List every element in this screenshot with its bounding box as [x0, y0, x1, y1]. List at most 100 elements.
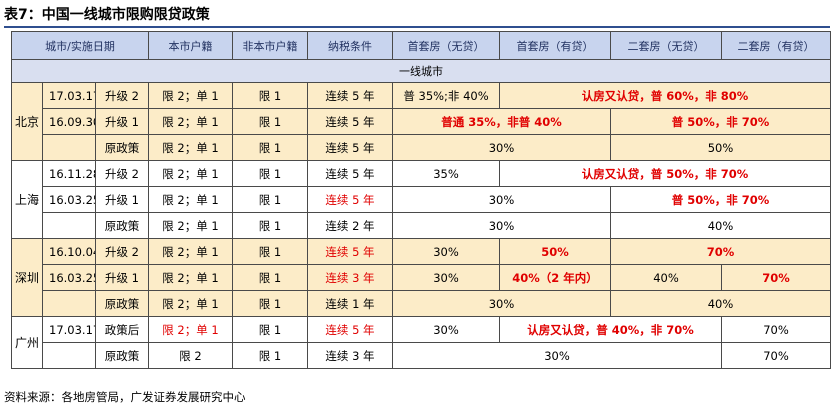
row-level: 升级 2: [95, 160, 149, 187]
row-nonlocal: 限 1: [232, 342, 308, 369]
row-first-noloan: 35%: [392, 160, 500, 187]
row-local: 限 2；单 1: [148, 160, 233, 187]
row-date: 16.09.30: [42, 108, 96, 135]
row-local: 限 2: [148, 342, 233, 369]
row-first: 30%: [392, 134, 611, 161]
city-shenzhen: 深圳: [11, 238, 43, 317]
row-nonlocal: 限 1: [232, 82, 308, 109]
row-date: 16.03.25: [42, 186, 96, 213]
row-nonlocal: 限 1: [232, 264, 308, 291]
row-local: 限 2；单 1: [148, 316, 233, 343]
row-local: 限 2；单 1: [148, 290, 233, 317]
row-tax: 连续 5 年: [307, 82, 393, 109]
row-level: 原政策: [95, 342, 149, 369]
table-row: 16.03.25 升级 1 限 2；单 1 限 1 连续 3 年 30% 40%…: [12, 264, 831, 291]
row-date: [42, 134, 96, 161]
row-rest: 认房又认贷，普 60%，非 80%: [499, 82, 831, 109]
table-row: 上海 16.11.28 升级 2 限 2；单 1 限 1 连续 5 年 35% …: [11, 160, 831, 239]
table-row: 原政策 限 2；单 1 限 1 连续 1 年 30% 40%: [12, 290, 831, 317]
section-row: 一线城市: [11, 59, 831, 83]
row-nonlocal: 限 1: [232, 238, 308, 265]
row-level: 升级 2: [95, 82, 149, 109]
row-date: [42, 212, 96, 239]
row-first-loan: 40%（2 年内）: [499, 264, 611, 291]
row-level: 升级 1: [95, 108, 149, 135]
row-tax: 连续 2 年: [307, 212, 393, 239]
row-local: 限 2；单 1: [148, 82, 233, 109]
table-row: 广州 17.03.17 政策后 限 2；单 1 限 1 连续 5 年 30% 认…: [11, 316, 831, 369]
row-tax: 连续 5 年: [307, 316, 393, 343]
row-nonlocal: 限 1: [232, 212, 308, 239]
row-tax: 连续 5 年: [307, 108, 393, 135]
row-level: 原政策: [95, 290, 149, 317]
table-row: 原政策 限 2；单 1 限 1 连续 2 年 30% 40%: [12, 212, 831, 239]
row-rest: 认房又认贷，普 50%，非 70%: [499, 160, 831, 187]
table-row: 深圳 16.10.04 升级 2 限 2；单 1 限 1 连续 5 年 30% …: [11, 238, 831, 317]
row-date: [42, 290, 96, 317]
title-divider: [4, 26, 830, 28]
row-local: 限 2；单 1: [148, 212, 233, 239]
table-row: 16.03.25 升级 1 限 2；单 1 限 1 连续 5 年 30% 普 5…: [12, 186, 831, 213]
row-first-noloan: 30%: [392, 316, 500, 343]
row-first: 普通 35%，非普 40%: [392, 108, 611, 135]
row-level: 政策后: [95, 316, 149, 343]
row-date: 16.11.28: [42, 160, 96, 187]
header-city-date: 城市/实施日期: [11, 31, 149, 60]
policy-table: 城市/实施日期 本市户籍 非本市户籍 纳税条件 首套房（无贷） 首套房（有贷） …: [11, 31, 831, 369]
row-first-loan: 50%: [499, 238, 611, 265]
row-second: 70%: [610, 238, 831, 265]
table-row: 16.09.30 升级 1 限 2；单 1 限 1 连续 5 年 普通 35%，…: [12, 108, 831, 135]
row-first: 30%: [392, 290, 611, 317]
row-date: 16.10.04: [42, 238, 96, 265]
row-second: 普 50%，非 70%: [610, 108, 831, 135]
row-second-noloan: 40%: [610, 264, 722, 291]
row-nonlocal: 限 1: [232, 160, 308, 187]
row-second: 50%: [610, 134, 831, 161]
row-level: 原政策: [95, 212, 149, 239]
row-first: 30%: [392, 212, 611, 239]
row-tax: 连续 5 年: [307, 186, 393, 213]
row-second: 40%: [610, 212, 831, 239]
row-date: [42, 342, 96, 369]
row-nonlocal: 限 1: [232, 316, 308, 343]
city-beijing: 北京: [11, 82, 43, 161]
header-row: 城市/实施日期 本市户籍 非本市户籍 纳税条件 首套房（无贷） 首套房（有贷） …: [11, 31, 831, 60]
row-date: 17.03.17: [42, 316, 96, 343]
row-local: 限 2；单 1: [148, 134, 233, 161]
table-row: 北京 17.03.17 升级 2 限 2；单 1 限 1 连续 5 年 普 35…: [11, 82, 831, 161]
header-tax: 纳税条件: [307, 31, 393, 60]
header-second-loan: 二套房（有贷）: [721, 31, 831, 60]
row-first: 30%: [392, 186, 611, 213]
row-local: 限 2；单 1: [148, 108, 233, 135]
row-nonlocal: 限 1: [232, 108, 308, 135]
row-date: 16.03.25: [42, 264, 96, 291]
row-tax: 连续 5 年: [307, 238, 393, 265]
table-row: 原政策 限 2 限 1 连续 3 年 30% 70%: [12, 342, 831, 369]
row-nonlocal: 限 1: [232, 134, 308, 161]
row-level: 升级 2: [95, 238, 149, 265]
row-first-noloan: 30%: [392, 264, 500, 291]
city-guangzhou: 广州: [11, 316, 43, 369]
row-local: 限 2；单 1: [148, 238, 233, 265]
row-date: 17.03.17: [42, 82, 96, 109]
source-note: 资料来源：各地房管局，广发证券发展研究中心: [4, 390, 246, 404]
section-label: 一线城市: [11, 59, 831, 83]
row-nonlocal: 限 1: [232, 290, 308, 317]
row-local: 限 2；单 1: [148, 186, 233, 213]
row-nonlocal: 限 1: [232, 186, 308, 213]
header-nonlocal-hukou: 非本市户籍: [232, 31, 308, 60]
row-local: 限 2；单 1: [148, 264, 233, 291]
row-level: 原政策: [95, 134, 149, 161]
row-first-noloan: 30%: [392, 238, 500, 265]
header-first-noloan: 首套房（无贷）: [392, 31, 500, 60]
row-second-loan: 70%: [721, 264, 831, 291]
row-second-loan: 70%: [721, 342, 831, 369]
header-second-noloan: 二套房（无贷）: [610, 31, 722, 60]
row-tax: 连续 3 年: [307, 342, 393, 369]
row-tax: 连续 5 年: [307, 134, 393, 161]
row-first-noloan: 普 35%;非 40%: [392, 82, 500, 109]
city-shanghai: 上海: [11, 160, 43, 239]
header-first-loan: 首套房（有贷）: [499, 31, 611, 60]
row-tax: 连续 3 年: [307, 264, 393, 291]
row-level: 升级 1: [95, 186, 149, 213]
